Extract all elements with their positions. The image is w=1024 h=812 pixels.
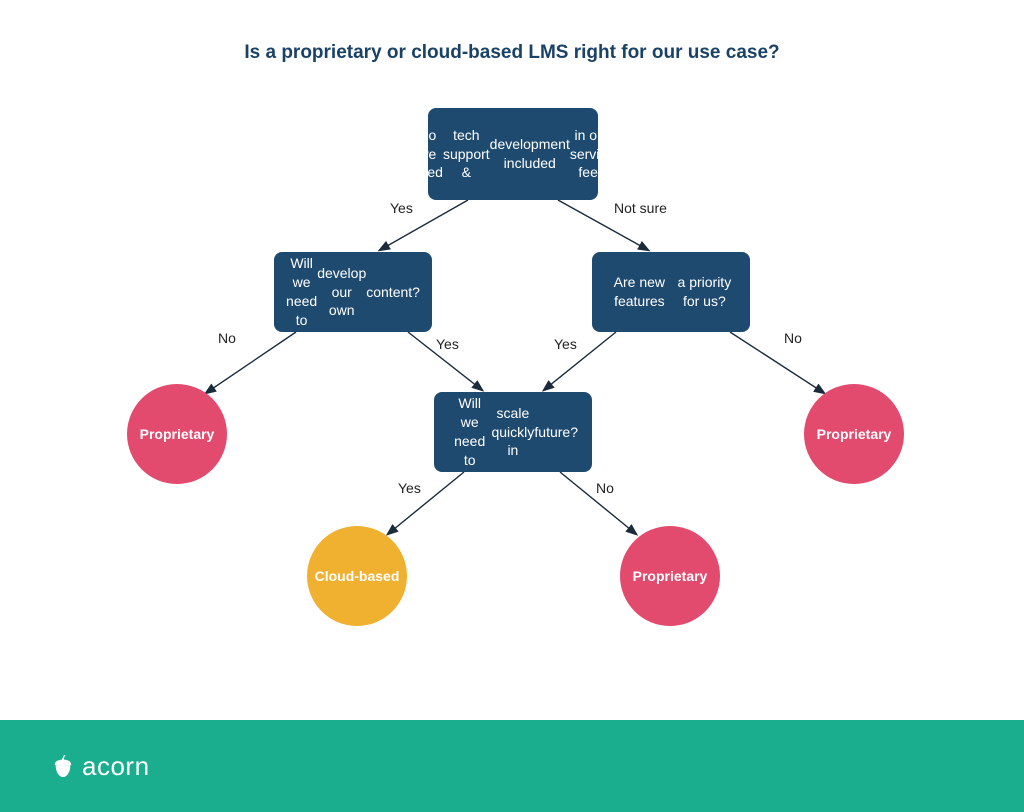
node-q1: Do we needtech support &development incl… [428, 108, 598, 200]
edge-label-q3-r2: No [784, 330, 802, 346]
node-r3: Cloud-based [307, 526, 407, 626]
acorn-icon [52, 754, 74, 778]
node-q2: Will we need todevelop our owncontent? [274, 252, 432, 332]
page-title: Is a proprietary or cloud-based LMS righ… [0, 42, 1024, 64]
edge-label-q2-q4: Yes [436, 336, 459, 352]
edge-label-q1-q3: Not sure [614, 200, 667, 216]
edge-label-q1-q2: Yes [390, 200, 413, 216]
edge-q3-r2 [730, 332, 824, 393]
node-r1: Proprietary [127, 384, 227, 484]
footer-bar: acorn [0, 720, 1024, 812]
brand-name: acorn [82, 751, 150, 782]
node-r2: Proprietary [804, 384, 904, 484]
edge-label-q4-r3: Yes [398, 480, 421, 496]
edge-label-q3-q4: Yes [554, 336, 577, 352]
node-r4: Proprietary [620, 526, 720, 626]
node-q4: Will we need toscale quickly infuture? [434, 392, 592, 472]
edge-label-q4-r4: No [596, 480, 614, 496]
edge-label-q2-r1: No [218, 330, 236, 346]
node-q3: Are new featuresa priority for us? [592, 252, 750, 332]
